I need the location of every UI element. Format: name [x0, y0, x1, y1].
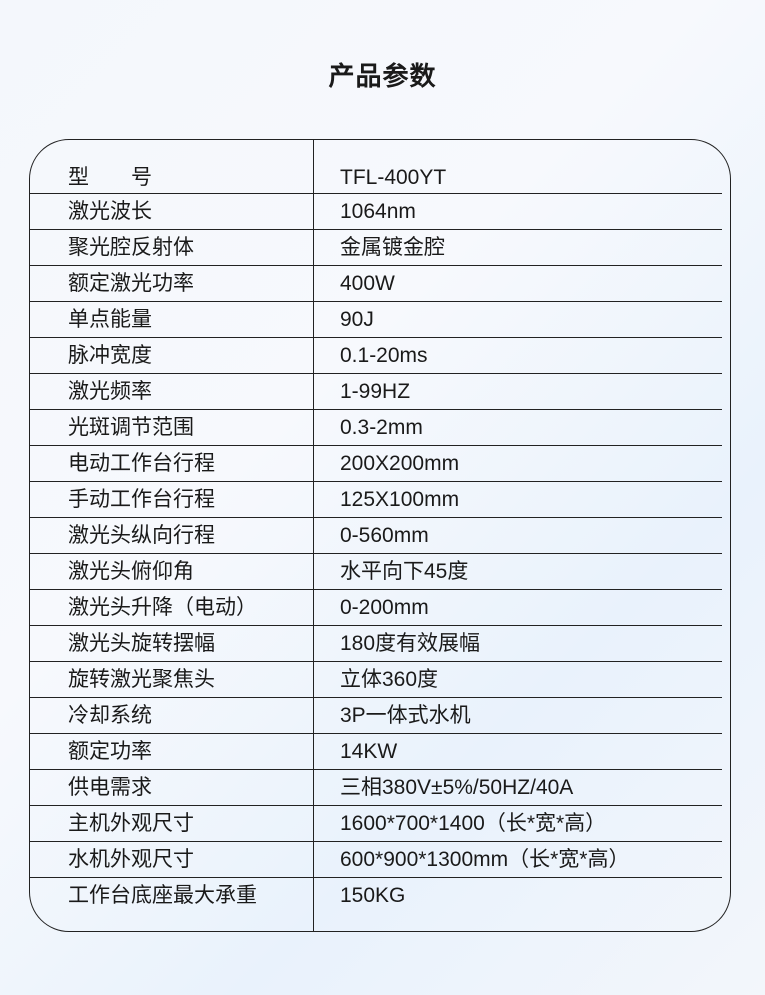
spec-value: 水平向下45度 — [340, 560, 469, 583]
table-row: 激光波长 1064nm — [30, 194, 722, 230]
spec-name: 聚光腔反射体 — [68, 236, 194, 259]
spec-name: 冷却系统 — [68, 704, 152, 727]
spec-name: 激光频率 — [68, 380, 152, 403]
spec-name: 供电需求 — [68, 776, 152, 799]
spec-name: 水机外观尺寸 — [68, 848, 194, 871]
spec-value: 400W — [340, 272, 395, 295]
spec-name: 激光头升降（电动） — [68, 596, 257, 619]
spec-value: 90J — [340, 308, 374, 331]
spec-name: 旋转激光聚焦头 — [68, 668, 215, 691]
spec-name: 单点能量 — [68, 308, 152, 331]
table-row: 手动工作台行程 125X100mm — [30, 482, 722, 518]
spec-value: 150KG — [340, 884, 406, 907]
table-row: 型 号 TFL-400YT — [30, 140, 722, 194]
table-row: 水机外观尺寸 600*900*1300mm（长*宽*高） — [30, 842, 722, 878]
spec-name: 手动工作台行程 — [68, 488, 215, 511]
table-row: 激光频率 1-99HZ — [30, 374, 722, 410]
spec-name: 激光头俯仰角 — [68, 560, 194, 583]
spec-value: 1-99HZ — [340, 380, 411, 403]
spec-value: 200X200mm — [340, 452, 460, 475]
page-title: 产品参数 — [328, 61, 437, 91]
table-row: 聚光腔反射体 金属镀金腔 — [30, 230, 722, 266]
spec-name: 电动工作台行程 — [68, 452, 215, 475]
table-row: 脉冲宽度 0.1-20ms — [30, 338, 722, 374]
table-row: 工作台底座最大承重 150KG — [30, 878, 722, 934]
table-row: 激光头旋转摆幅 180度有效展幅 — [30, 626, 722, 662]
spec-name: 额定功率 — [68, 740, 152, 763]
spec-value: 180度有效展幅 — [340, 632, 481, 655]
spec-value: 0-560mm — [340, 524, 429, 547]
spec-value: TFL-400YT — [340, 166, 447, 189]
spec-value: 0.1-20ms — [340, 344, 428, 367]
spec-value: 0.3-2mm — [340, 416, 423, 439]
spec-name: 脉冲宽度 — [68, 344, 152, 367]
table-row: 激光头升降（电动） 0-200mm — [30, 590, 722, 626]
spec-value: 14KW — [340, 740, 398, 763]
table-row: 激光头纵向行程 0-560mm — [30, 518, 722, 554]
spec-value: 125X100mm — [340, 488, 460, 511]
spec-name: 激光头纵向行程 — [68, 524, 215, 547]
spec-value: 立体360度 — [340, 668, 439, 691]
spec-name: 光斑调节范围 — [68, 416, 194, 439]
table-row: 电动工作台行程 200X200mm — [30, 446, 722, 482]
spec-name: 激光波长 — [68, 200, 152, 223]
spec-name: 型 号 — [68, 166, 152, 189]
table-row: 额定激光功率 400W — [30, 266, 722, 302]
table-row: 主机外观尺寸 1600*700*1400（长*宽*高） — [30, 806, 722, 842]
spec-value: 三相380V±5%/50HZ/40A — [340, 776, 574, 799]
spec-value: 1064nm — [340, 200, 416, 223]
table-row: 旋转激光聚焦头 立体360度 — [30, 662, 722, 698]
spec-value: 1600*700*1400（长*宽*高） — [340, 812, 607, 835]
spec-value: 3P一体式水机 — [340, 704, 471, 727]
spec-name: 额定激光功率 — [68, 272, 194, 295]
spec-table: 型 号 TFL-400YT 激光波长 1064nm 聚光腔反射体 金属镀金腔额定激光功率 4… — [29, 139, 731, 932]
table-row: 冷却系统 3P一体式水机 — [30, 698, 722, 734]
table-row: 激光头俯仰角 水平向下45度 — [30, 554, 722, 590]
spec-value: 0-200mm — [340, 596, 429, 619]
column-divider — [313, 140, 314, 931]
table-row: 额定功率 14KW — [30, 734, 722, 770]
table-row: 单点能量 90J — [30, 302, 722, 338]
spec-value: 600*900*1300mm（长*宽*高） — [340, 848, 630, 871]
table-row: 光斑调节范围 0.3-2mm — [30, 410, 722, 446]
spec-name: 激光头旋转摆幅 — [68, 632, 215, 655]
spec-value: 金属镀金腔 — [340, 236, 445, 259]
table-row: 供电需求 三相380V±5%/50HZ/40A — [30, 770, 722, 806]
spec-name: 主机外观尺寸 — [68, 812, 194, 835]
spec-name: 工作台底座最大承重 — [68, 884, 257, 907]
